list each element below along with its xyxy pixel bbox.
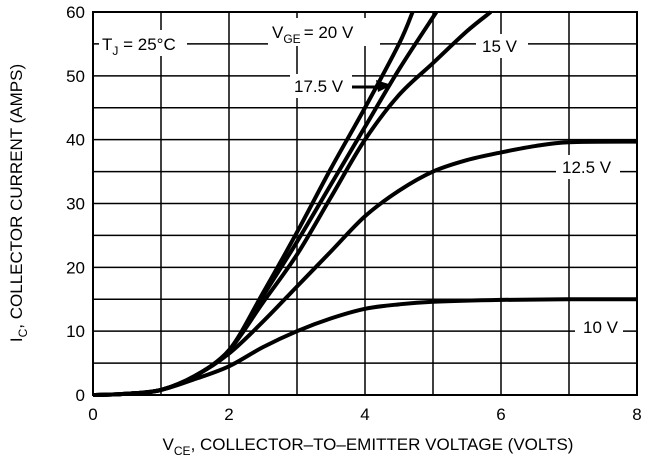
series-label: 15 V xyxy=(482,37,518,56)
series-label: 10 V xyxy=(583,318,619,337)
curves xyxy=(92,10,638,397)
series-label: 12.5 V xyxy=(562,158,612,177)
x-axis-label: VCE, COLLECTOR–TO–EMITTER VOLTAGE (VOLTS… xyxy=(163,435,574,458)
label-bg xyxy=(290,74,352,98)
x-tick-label: 0 xyxy=(88,405,97,424)
x-tick-label: 4 xyxy=(360,405,369,424)
label-bg xyxy=(268,18,380,46)
curve xyxy=(92,11,415,397)
y-tick-label: 60 xyxy=(66,3,85,22)
series-label: 17.5 V xyxy=(294,77,344,96)
x-tick-label: 8 xyxy=(632,405,641,424)
x-tick-label: 6 xyxy=(496,405,505,424)
y-axis-label: IC, COLLECTOR CURRENT (AMPS) xyxy=(7,64,30,342)
y-tick-label: 50 xyxy=(66,67,85,86)
labels: TJ = 25°C VGE = 20 V 17.5 V 15 V 12.5 V 1… xyxy=(99,18,623,339)
y-tick-label: 20 xyxy=(66,258,85,277)
arrow-head xyxy=(376,80,392,92)
tj-label: TJ = 25°C xyxy=(102,35,176,58)
vge-label: VGE = 20 V xyxy=(272,23,354,46)
grid: 0 2 4 6 8 0 10 20 30 40 50 60 xyxy=(66,3,642,424)
x-tick-label: 2 xyxy=(224,405,233,424)
plot-frame xyxy=(92,11,638,396)
y-tick-label: 40 xyxy=(66,131,85,150)
label-bg xyxy=(575,315,623,339)
y-tick-label: 10 xyxy=(66,322,85,341)
label-bg xyxy=(99,30,187,56)
label-bg xyxy=(476,34,528,58)
y-tick-label: 0 xyxy=(76,386,85,405)
label-bg xyxy=(556,155,620,179)
y-tick-label: 30 xyxy=(66,195,85,214)
